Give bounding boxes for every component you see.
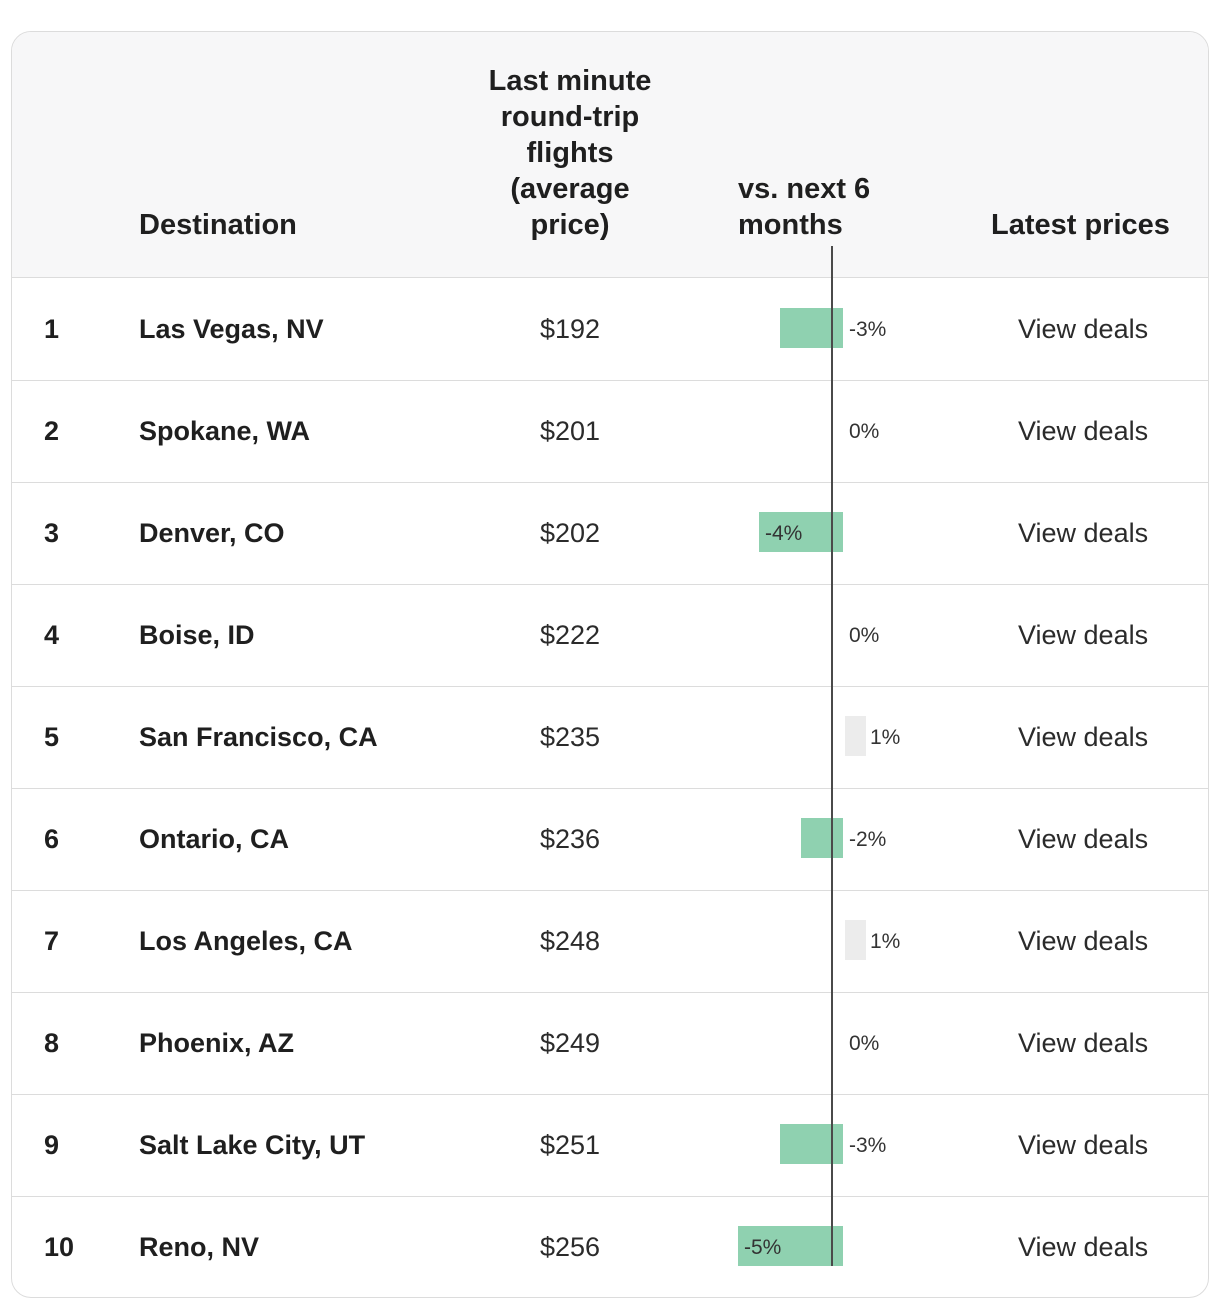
destination-cell: Ontario, CA: [139, 824, 290, 854]
rank-cell: 2: [44, 416, 60, 446]
rank-cell: 7: [44, 926, 60, 956]
destination-cell: Los Angeles, CA: [139, 926, 353, 956]
change-bar: [845, 716, 866, 756]
rank-cell: 8: [44, 1028, 60, 1058]
price-cell: $249: [539, 1028, 601, 1058]
destination-cell: Boise, ID: [139, 620, 255, 650]
destination-cell: Reno, NV: [139, 1232, 260, 1262]
rank-cell: 1: [44, 314, 60, 344]
change-label: 0%: [849, 624, 880, 647]
destination-cell: San Francisco, CA: [139, 722, 378, 752]
change-label: -3%: [849, 1134, 887, 1157]
header-latest-prices: Latest prices: [991, 209, 1170, 241]
price-cell: $192: [539, 314, 601, 344]
change-label: 1%: [870, 930, 901, 953]
header-vs-next-6-months: vs. next 6 months: [738, 173, 871, 241]
view-deals-link[interactable]: View deals: [1018, 1130, 1149, 1160]
change-bar: [780, 308, 843, 348]
price-cell: $256: [539, 1232, 601, 1262]
change-bar: [845, 920, 866, 960]
price-cell: $248: [539, 926, 601, 956]
change-zero-axis: [831, 246, 833, 1266]
change-label: 0%: [849, 420, 880, 443]
view-deals-link[interactable]: View deals: [1018, 1232, 1149, 1262]
table-row: 10 Reno, NV $256 -5% View deals: [12, 1196, 1208, 1297]
rank-cell: 10: [44, 1232, 75, 1262]
table-row: 7 Los Angeles, CA $248 1% View deals: [12, 890, 1208, 993]
rank-cell: 4: [44, 620, 60, 650]
price-table-card: Destination Last minute round-trip fligh…: [11, 31, 1209, 1298]
destination-cell: Phoenix, AZ: [139, 1028, 295, 1058]
change-label: 0%: [849, 1032, 880, 1055]
change-bar: [801, 818, 843, 858]
table-row: 6 Ontario, CA $236 -2% View deals: [12, 788, 1208, 891]
table-header: Destination Last minute round-trip fligh…: [12, 32, 1208, 278]
destination-cell: Salt Lake City, UT: [139, 1130, 366, 1160]
change-label: -2%: [849, 828, 887, 851]
price-cell: $202: [539, 518, 601, 548]
table-row: 9 Salt Lake City, UT $251 -3% View deals: [12, 1094, 1208, 1197]
price-cell: $222: [539, 620, 601, 650]
table-row: 5 San Francisco, CA $235 1% View deals: [12, 686, 1208, 789]
price-cell: $201: [539, 416, 601, 446]
header-price: Last minute round-trip flights (average …: [488, 65, 652, 241]
header-destination: Destination: [139, 209, 297, 241]
view-deals-link[interactable]: View deals: [1018, 518, 1149, 548]
rank-cell: 5: [44, 722, 60, 752]
view-deals-link[interactable]: View deals: [1018, 314, 1149, 344]
table-row: 8 Phoenix, AZ $249 0% View deals: [12, 992, 1208, 1095]
change-bar: [759, 512, 843, 552]
view-deals-link[interactable]: View deals: [1018, 620, 1149, 650]
view-deals-link[interactable]: View deals: [1018, 926, 1149, 956]
table-row: 2 Spokane, WA $201 0% View deals: [12, 380, 1208, 483]
destination-cell: Spokane, WA: [139, 416, 311, 446]
price-cell: $235: [539, 722, 601, 752]
table-row: 1 Las Vegas, NV $192 -3% View deals: [12, 278, 1208, 381]
destination-cell: Las Vegas, NV: [139, 314, 324, 344]
view-deals-link[interactable]: View deals: [1018, 824, 1149, 854]
table-row: 3 Denver, CO $202 -4% View deals: [12, 482, 1208, 585]
change-label: 1%: [870, 726, 901, 749]
price-cell: $251: [539, 1130, 601, 1160]
view-deals-link[interactable]: View deals: [1018, 722, 1149, 752]
table-row: 4 Boise, ID $222 0% View deals: [12, 584, 1208, 687]
rank-cell: 3: [44, 518, 60, 548]
view-deals-link[interactable]: View deals: [1018, 416, 1149, 446]
view-deals-link[interactable]: View deals: [1018, 1028, 1149, 1058]
price-cell: $236: [539, 824, 601, 854]
change-label: -5%: [744, 1236, 782, 1259]
rank-cell: 6: [44, 824, 60, 854]
rank-cell: 9: [44, 1130, 60, 1160]
change-label: -4%: [765, 522, 803, 545]
change-bar: [738, 1226, 843, 1266]
change-bar: [780, 1124, 843, 1164]
change-label: -3%: [849, 318, 887, 341]
destination-cell: Denver, CO: [139, 518, 285, 548]
